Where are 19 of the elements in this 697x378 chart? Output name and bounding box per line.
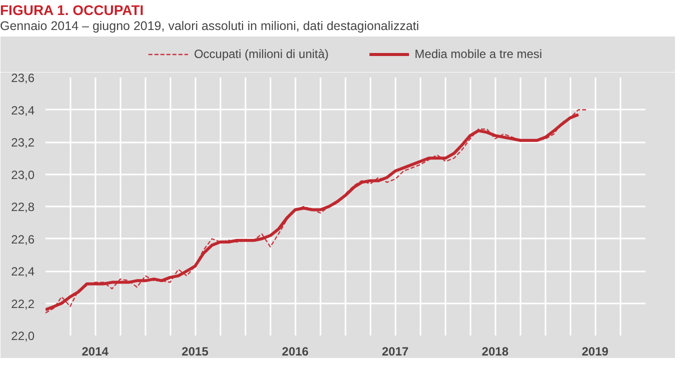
x-tick-label: 2014 — [82, 344, 109, 358]
chart-subtitle: Gennaio 2014 – giugno 2019, valori assoluti in milioni, dati destagionalizzati — [0, 18, 420, 35]
y-tick-label: 23,0 — [11, 168, 35, 182]
x-tick-label: 2015 — [182, 344, 209, 358]
x-tick-label: 2016 — [282, 344, 309, 358]
x-tick-label: 2017 — [382, 344, 409, 358]
x-tick-label: 2018 — [482, 344, 509, 358]
x-tick-label: 2019 — [582, 344, 609, 358]
legend-label: Occupati (milioni di unità) — [194, 47, 329, 61]
y-tick-label: 23,2 — [11, 136, 35, 150]
legend-label: Media mobile a tre mesi — [414, 47, 542, 61]
y-tick-label: 23,6 — [11, 71, 35, 85]
y-tick-label: 22,8 — [11, 200, 35, 214]
chart-title: FIGURA 1. OCCUPATI — [0, 1, 144, 20]
y-tick-label: 22,0 — [11, 329, 35, 343]
y-tick-label: 22,2 — [11, 296, 35, 311]
y-tick-label: 23,4 — [11, 103, 35, 118]
y-tick-label: 22,4 — [11, 264, 35, 278]
y-tick-label: 22,6 — [11, 232, 35, 246]
